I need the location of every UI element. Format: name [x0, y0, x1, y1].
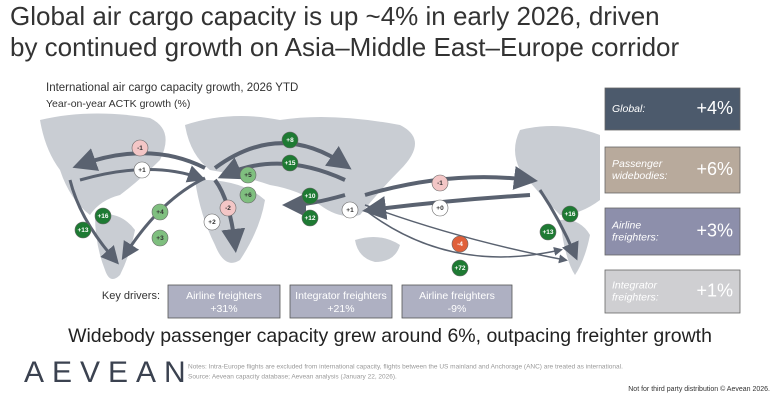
driver-name: Airline freighters [419, 290, 495, 302]
flow-label: -1 [437, 180, 443, 187]
summary-value: +6% [696, 159, 733, 179]
flow-badge [301, 209, 319, 227]
flow-badge [151, 203, 169, 221]
flow-badge [281, 154, 299, 172]
note: Notes: Intra-Europe flights are excluded… [188, 364, 623, 371]
driver-value: +31% [210, 303, 237, 315]
flow-label: -4 [457, 241, 463, 248]
driver-value: +21% [327, 303, 354, 315]
flow-badge [203, 213, 221, 231]
driver-boxes: Airline freighters+31%Integrator freight… [167, 284, 513, 319]
driver-box [289, 284, 393, 319]
flow-badge [239, 186, 257, 204]
title-line: Global air cargo capacity is up ~4% in e… [10, 1, 660, 31]
flow-badge [301, 187, 319, 205]
flow-badge [151, 229, 169, 247]
flow-label: +1 [138, 167, 146, 174]
driver-box [401, 284, 513, 319]
flow-badge [341, 201, 359, 219]
logo: AEVEAN [24, 356, 194, 389]
flow-label: +10 [304, 193, 315, 200]
summary-label: Airline freighters: [611, 219, 659, 243]
driver-box [167, 284, 281, 319]
headline: Widebody passenger capacity grew around … [68, 325, 712, 347]
flow-label: +13 [542, 229, 553, 236]
flow-label: +4 [156, 209, 164, 216]
summary-value: +4% [696, 98, 733, 118]
flow-badge [131, 139, 149, 157]
flow-badge [431, 174, 449, 192]
summary-value: +3% [696, 220, 733, 240]
flow-labels: -1 +1 +8 +15 +5 +6 -2 +2 +4 +3 +16 +13 +10 +12 +1 -1 +0 -… [74, 131, 579, 277]
summary-label: Integrator freighters: [612, 279, 659, 303]
summary-boxes: Global: +4% Passenger widebodies: +6% Airline… [604, 87, 741, 314]
flow-label: +13 [77, 227, 88, 234]
flow-label: -2 [225, 205, 231, 212]
flow-badge [74, 221, 92, 239]
copyright: Not for third party distribution © Aevea… [628, 385, 770, 393]
summary-box [604, 146, 741, 194]
flow-label: +1 [346, 207, 354, 214]
map-title: International air cargo capacity growth,… [46, 82, 298, 94]
flow-label: +6 [244, 192, 252, 199]
flow-badge [451, 235, 469, 253]
flow-label: +72 [454, 265, 465, 272]
flow-badge [94, 207, 112, 225]
summary-box [604, 269, 741, 314]
flow-label: -1 [137, 145, 143, 152]
flow-badge [133, 161, 151, 179]
key-drivers-label: Key drivers: [102, 290, 160, 302]
summary-box [604, 207, 741, 256]
flow-label: +16 [564, 211, 575, 218]
flow-label: +8 [286, 137, 294, 144]
flow-badge [539, 223, 557, 241]
flow-label: +5 [244, 172, 252, 179]
flow-label: +16 [97, 213, 108, 220]
flow-badge [561, 205, 579, 223]
summary-label: Global: [612, 103, 645, 115]
flow-label: +15 [284, 160, 295, 167]
driver-value: -9% [448, 303, 467, 315]
map-subtitle: Year-on-year ACTK growth (%) [46, 98, 190, 110]
title-line: by continued growth on Asia–Middle East–… [10, 32, 680, 62]
flow-badge [281, 131, 299, 149]
flow-badge [431, 199, 449, 217]
summary-box [604, 87, 741, 131]
summary-value: +1% [696, 280, 733, 300]
flow-label: +0 [436, 205, 444, 212]
driver-name: Integrator freighters [295, 290, 387, 302]
flow-label: +2 [208, 219, 216, 226]
summary-label: Passenger widebodies: [612, 158, 668, 182]
flow-badge [451, 259, 469, 277]
flow-badge [219, 199, 237, 217]
flow-badge [239, 166, 257, 184]
note: Source: Aevean capacity database; Aevean… [188, 374, 397, 381]
driver-name: Airline freighters [186, 290, 262, 302]
flow-label: +3 [156, 235, 164, 242]
flow-label: +12 [304, 215, 315, 222]
